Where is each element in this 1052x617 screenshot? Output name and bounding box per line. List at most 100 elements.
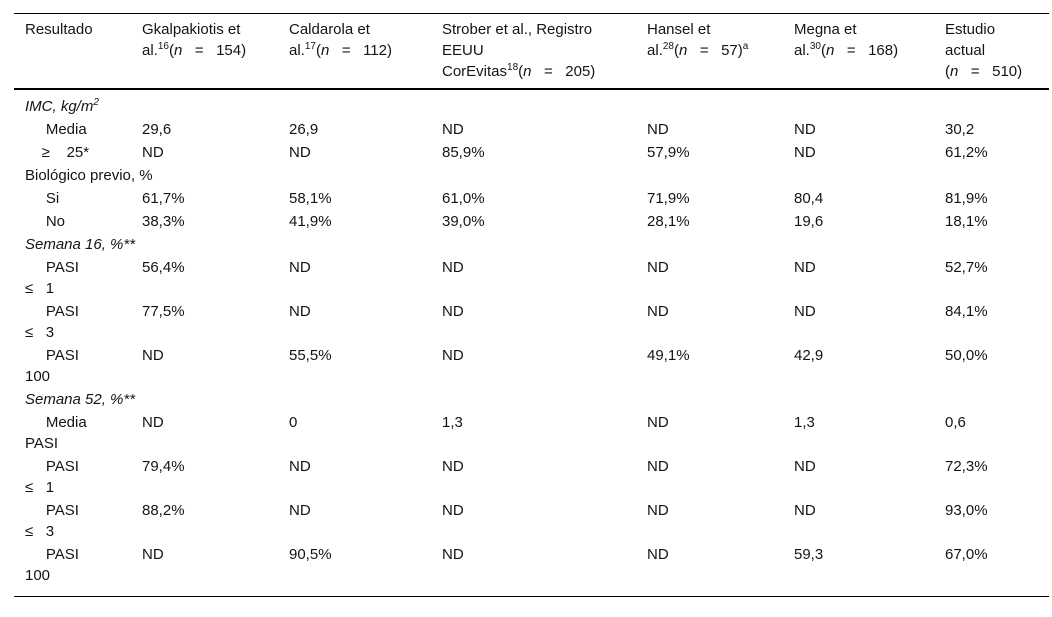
table-row: IMC, kg/m2: [14, 96, 1049, 117]
cell-value: 80,4: [794, 190, 824, 207]
column-header-gkalpakiotis: Gkalpakiotis et al.16(n = 154): [142, 21, 247, 59]
cell-value: 42,9: [794, 347, 824, 364]
cell-value: 88,2%: [142, 502, 185, 519]
cell-value: 81,9%: [945, 190, 988, 207]
row-label: Media: [25, 121, 87, 138]
cell-value: ND: [442, 303, 464, 320]
cell-value: 49,1%: [647, 347, 690, 364]
cell-value: ND: [442, 458, 464, 475]
row-label: PASI ≤ 3: [25, 303, 79, 341]
cell-value: 84,1%: [945, 303, 988, 320]
cell-value: ND: [794, 121, 816, 138]
cell-value: ND: [142, 144, 164, 161]
column-header-strober: Strober et al., Registro EEUU CorEvitas1…: [442, 21, 596, 80]
row-label: IMC, kg/m2: [25, 97, 99, 116]
cell-value: ND: [289, 144, 311, 161]
table-row: Semana 16, %**: [14, 234, 1049, 255]
cell-value: 19,6: [794, 213, 824, 230]
cell-value: ND: [647, 259, 669, 276]
row-label: PASI 100: [25, 546, 79, 584]
row-label: Semana 52, %**: [25, 391, 136, 408]
table-row: Biológico previo, %: [14, 165, 1049, 186]
column-header-resultado: Resultado: [25, 21, 93, 38]
cell-value: ND: [647, 121, 669, 138]
cell-value: ND: [289, 502, 311, 519]
cell-value: ND: [647, 414, 669, 431]
table-row: Semana 52, %**: [14, 389, 1049, 410]
cell-value: 77,5%: [142, 303, 185, 320]
cell-value: 71,9%: [647, 190, 690, 207]
column-header-caldarola: Caldarola et al.17(n = 112): [289, 21, 392, 59]
cell-value: 0: [289, 414, 298, 431]
cell-value: 1,3: [442, 414, 463, 431]
cell-value: 61,0%: [442, 190, 485, 207]
table-header-row: Resultado Gkalpakiotis et al.16(n = 154)…: [14, 14, 1049, 90]
cell-value: ND: [647, 502, 669, 519]
row-label: Semana 16, %**: [25, 236, 136, 253]
table-row: PASI 100 ND 90,5% ND ND 59,3 67,0%: [14, 544, 1049, 586]
row-label: Media PASI: [25, 414, 87, 452]
cell-value: 61,2%: [945, 144, 988, 161]
cell-value: ND: [794, 259, 816, 276]
table-row: Media PASI ND 0 1,3 ND 1,3 0,6: [14, 412, 1049, 454]
cell-value: 1,3: [794, 414, 815, 431]
cell-value: 56,4%: [142, 259, 185, 276]
cell-value: ND: [289, 303, 311, 320]
table-row: Media 29,6 26,9 ND ND ND 30,2: [14, 119, 1049, 140]
cell-value: 93,0%: [945, 502, 988, 519]
row-label: ≥ 25*: [25, 144, 90, 161]
row-label: Biológico previo, %: [25, 167, 153, 184]
cell-value: 0,6: [945, 414, 966, 431]
cell-value: ND: [289, 259, 311, 276]
cell-value: ND: [442, 502, 464, 519]
cell-value: 72,3%: [945, 458, 988, 475]
cell-value: ND: [794, 458, 816, 475]
table-row: PASI ≤ 1 79,4% ND ND ND ND 72,3%: [14, 456, 1049, 498]
row-label: No: [25, 213, 66, 230]
column-header-hansel: Hansel et al.28(n = 57)a: [647, 21, 749, 59]
cell-value: 26,9: [289, 121, 319, 138]
cell-value: ND: [442, 347, 464, 364]
column-header-megna: Megna et al.30(n = 168): [794, 21, 899, 59]
cell-value: ND: [142, 414, 164, 431]
cell-value: 50,0%: [945, 347, 988, 364]
table-row: PASI ≤ 3 77,5% ND ND ND ND 84,1%: [14, 301, 1049, 343]
cell-value: 59,3: [794, 546, 824, 563]
cell-value: 85,9%: [442, 144, 485, 161]
row-label: PASI ≤ 1: [25, 259, 79, 297]
cell-value: 90,5%: [289, 546, 332, 563]
cell-value: ND: [794, 144, 816, 161]
table-row: No 38,3% 41,9% 39,0% 28,1% 19,6 18,1%: [14, 211, 1049, 232]
cell-value: 29,6: [142, 121, 172, 138]
cell-value: 67,0%: [945, 546, 988, 563]
cell-value: ND: [647, 458, 669, 475]
cell-value: 79,4%: [142, 458, 185, 475]
cell-value: 38,3%: [142, 213, 185, 230]
cell-value: ND: [142, 347, 164, 364]
cell-value: 18,1%: [945, 213, 988, 230]
cell-value: ND: [142, 546, 164, 563]
row-label: PASI 100: [25, 347, 79, 385]
cell-value: 55,5%: [289, 347, 332, 364]
cell-value: ND: [647, 546, 669, 563]
cell-value: ND: [289, 458, 311, 475]
table-row: PASI ≤ 1 56,4% ND ND ND ND 52,7%: [14, 257, 1049, 299]
table-row: PASI 100 ND 55,5% ND 49,1% 42,9 50,0%: [14, 345, 1049, 387]
cell-value: ND: [442, 121, 464, 138]
cell-value: 39,0%: [442, 213, 485, 230]
table-row: ≥ 25* ND ND 85,9% 57,9% ND 61,2%: [14, 142, 1049, 163]
table-row: Si 61,7% 58,1% 61,0% 71,9% 80,4 81,9%: [14, 188, 1049, 209]
cell-value: ND: [794, 502, 816, 519]
cell-value: ND: [794, 303, 816, 320]
row-label: PASI ≤ 1: [25, 458, 79, 496]
cell-value: 57,9%: [647, 144, 690, 161]
cell-value: ND: [442, 546, 464, 563]
cell-value: ND: [442, 259, 464, 276]
row-label: Si: [25, 190, 60, 207]
cell-value: 61,7%: [142, 190, 185, 207]
table-body: IMC, kg/m2 Media 29,6 26,9 ND ND ND 30,2 ≥ 25*…: [14, 90, 1049, 597]
cell-value: 28,1%: [647, 213, 690, 230]
row-label: PASI ≤ 3: [25, 502, 79, 540]
cell-value: 41,9%: [289, 213, 332, 230]
cell-value: ND: [647, 303, 669, 320]
